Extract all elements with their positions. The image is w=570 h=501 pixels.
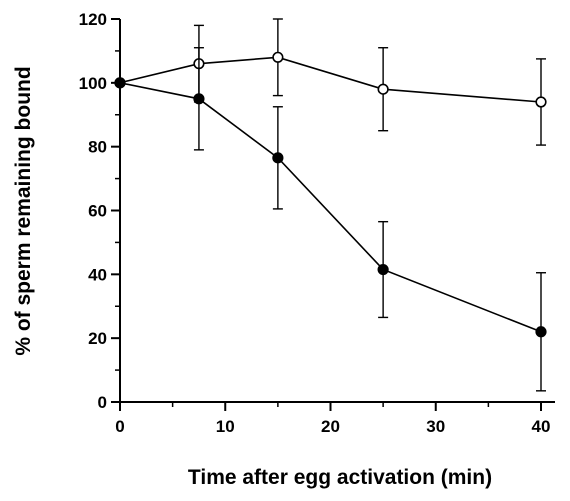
series-open-circle: [114, 18, 547, 146]
y-tick-label: 80: [88, 138, 107, 157]
y-tick-label: 100: [79, 74, 107, 93]
x-tick-label: 40: [532, 417, 551, 436]
plot-area: [114, 18, 547, 392]
y-tick-label: 120: [79, 10, 107, 29]
x-tick-label: 10: [216, 417, 235, 436]
axes: 0 20 40 60 80 100 120 0 10 20 30 40: [79, 10, 555, 436]
y-tick-label: 0: [98, 393, 107, 412]
x-tick-label: 20: [321, 417, 340, 436]
data-point: [272, 51, 284, 63]
data-point: [377, 83, 389, 95]
x-axis-title: Time after egg activation (min): [188, 466, 492, 489]
x-tick-label: 30: [426, 417, 445, 436]
data-point: [193, 93, 205, 105]
x-tick-label: 0: [115, 417, 124, 436]
data-point: [535, 326, 547, 338]
labels: Time after egg activation (min) % of spe…: [12, 66, 492, 489]
y-axis-title: % of sperm remaining bound: [12, 66, 35, 355]
data-point: [377, 263, 389, 276]
y-tick-label: 20: [88, 329, 107, 348]
data-point: [272, 152, 284, 164]
y-tick-label: 60: [88, 202, 107, 221]
data-point: [535, 96, 547, 108]
series-line: [119, 82, 542, 333]
series-filled-circle: [114, 47, 547, 392]
y-tick-label: 40: [88, 265, 107, 284]
